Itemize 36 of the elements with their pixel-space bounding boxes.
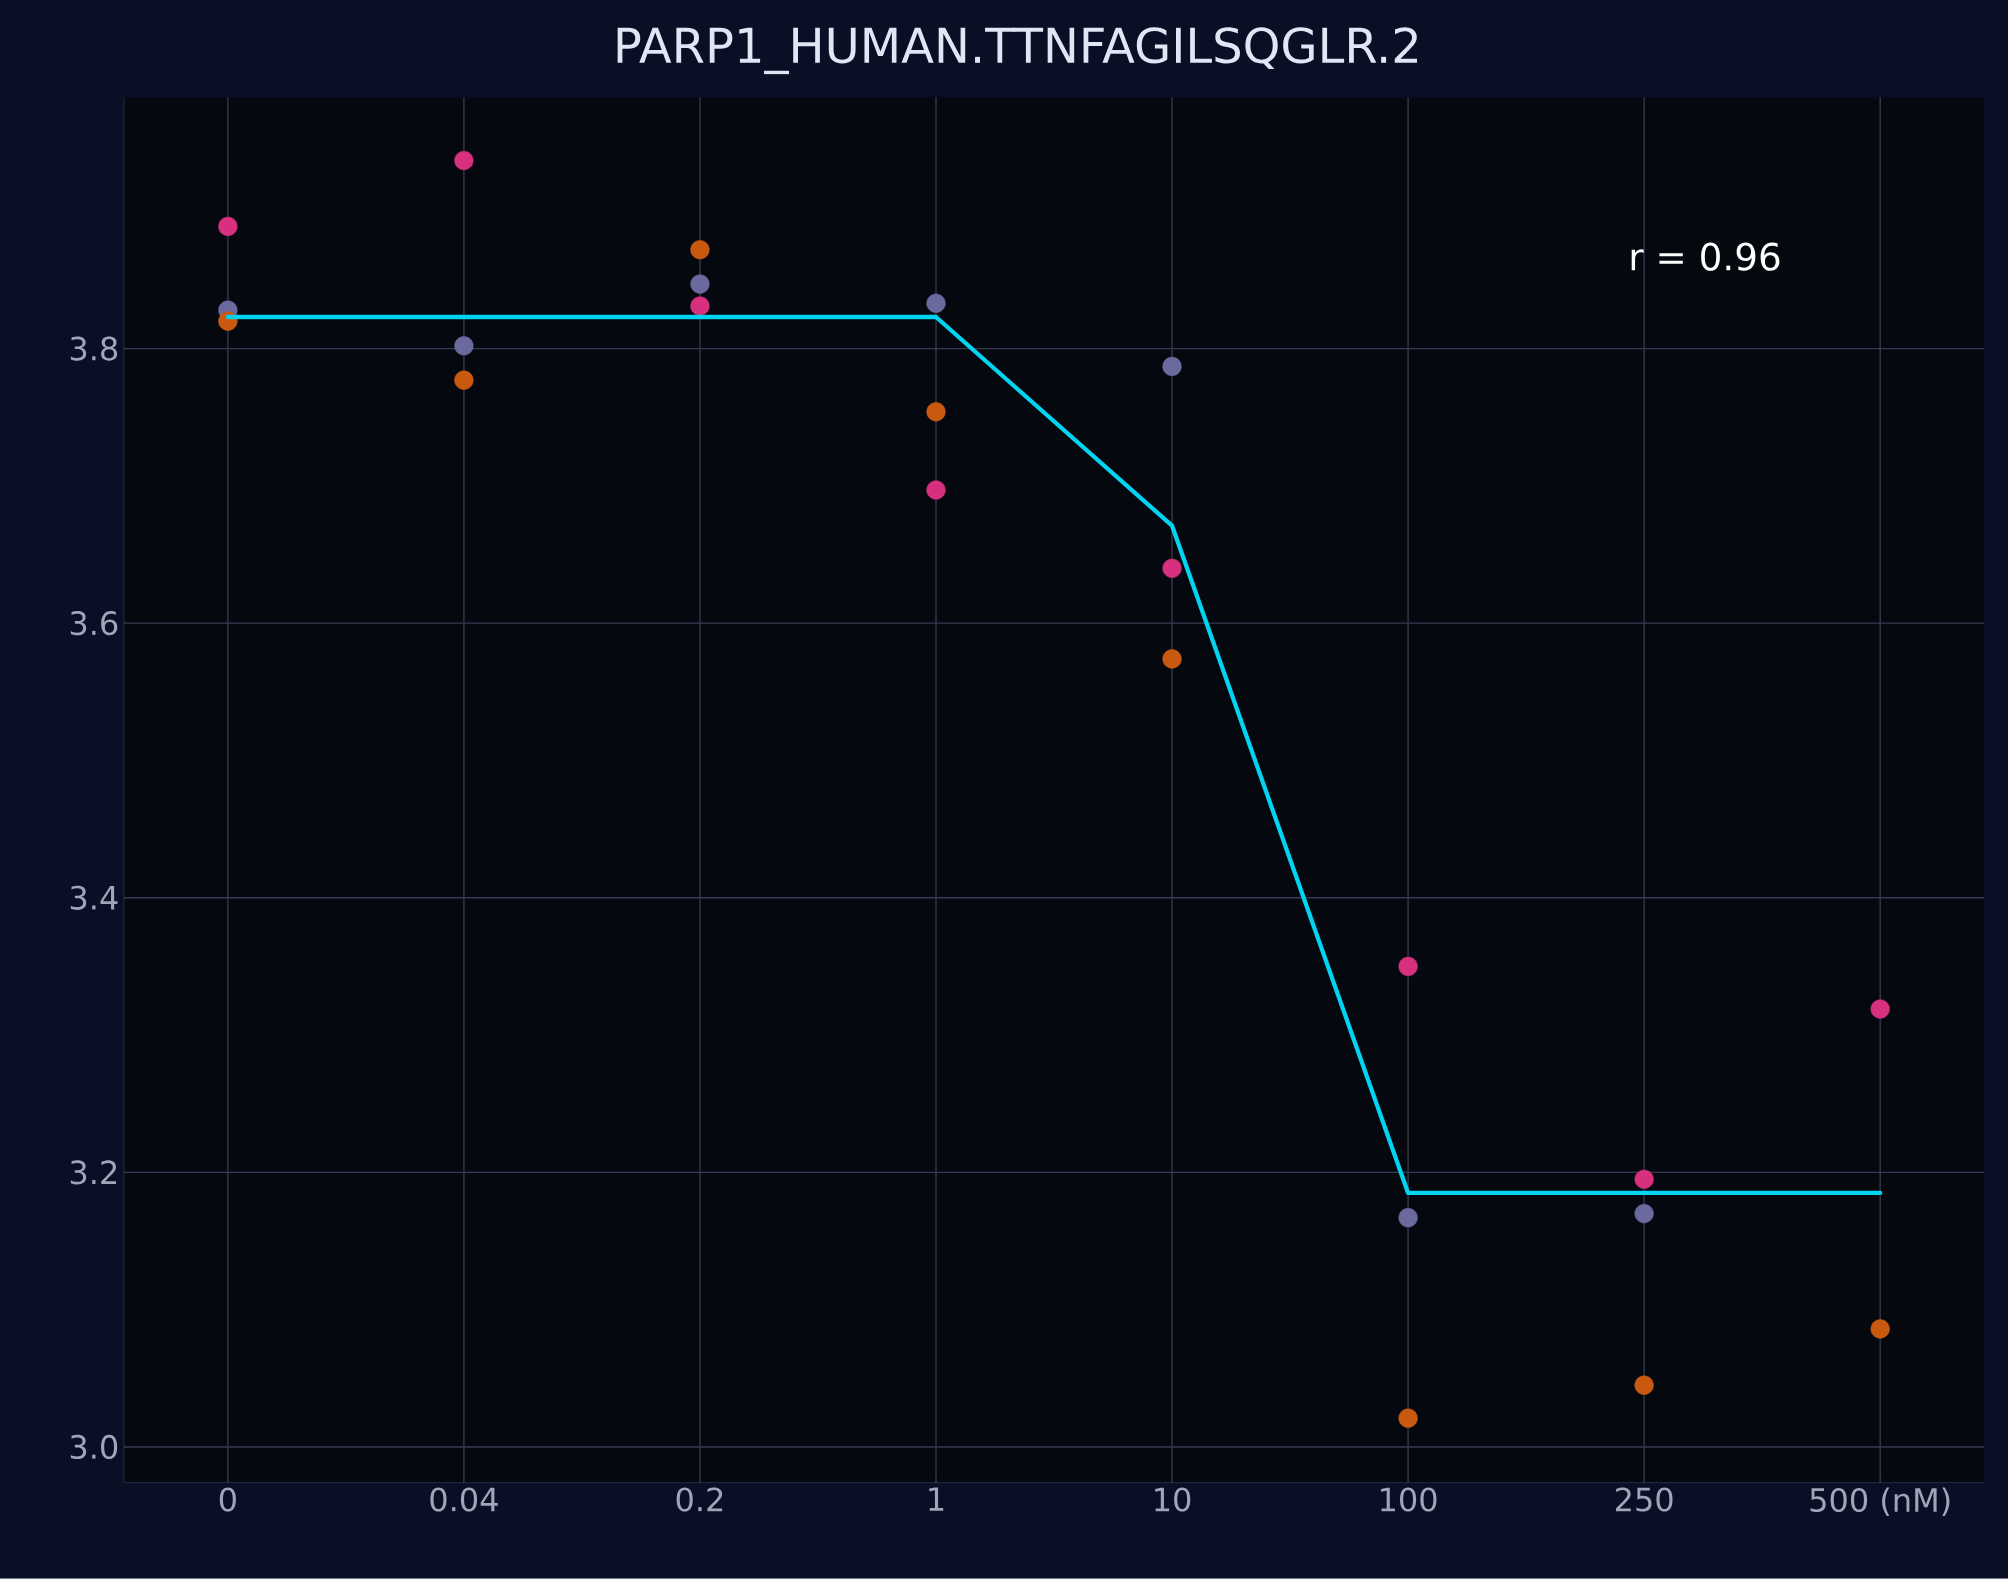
point	[690, 240, 710, 260]
point	[1634, 1375, 1654, 1395]
y-tick-label: 3.6	[70, 611, 118, 636]
point	[1634, 1204, 1654, 1224]
point	[1398, 956, 1418, 977]
annotation: r = 0.96	[1631, 242, 1780, 271]
point	[1870, 1319, 1890, 1339]
point	[454, 336, 474, 356]
point	[1398, 1408, 1418, 1428]
point	[690, 296, 710, 316]
x-tick-label: 1	[929, 1487, 944, 1511]
point	[690, 274, 710, 294]
x-tick-label: 0.04	[430, 1487, 498, 1512]
point	[1634, 1169, 1654, 1189]
x-tick-label: 0	[219, 1487, 236, 1512]
point	[454, 151, 474, 171]
chart-title: PARP1_HUMAN.TTNFAGILSQGLR.2	[617, 27, 1417, 75]
y-tick-label: 3.0	[70, 1435, 118, 1460]
x-tick-label: 500 (nM)	[1810, 1487, 1950, 1517]
point	[1162, 649, 1182, 669]
x-tick-label: 10	[1155, 1487, 1191, 1512]
point	[218, 216, 238, 237]
point	[1870, 999, 1890, 1019]
point	[926, 402, 946, 422]
point	[454, 370, 474, 390]
y-tick-label: 3.8	[70, 336, 118, 361]
point	[1162, 558, 1182, 579]
x-tick-label: 250	[1615, 1487, 1673, 1512]
x-tick-label: 100	[1381, 1487, 1437, 1512]
point	[1398, 1208, 1418, 1228]
y-tick-label: 3.2	[70, 1160, 117, 1185]
x-tick-label: 0.2	[676, 1487, 723, 1512]
point	[1162, 356, 1182, 377]
point	[926, 480, 946, 500]
y-tick-label: 3.4	[70, 885, 118, 911]
point	[926, 293, 946, 314]
